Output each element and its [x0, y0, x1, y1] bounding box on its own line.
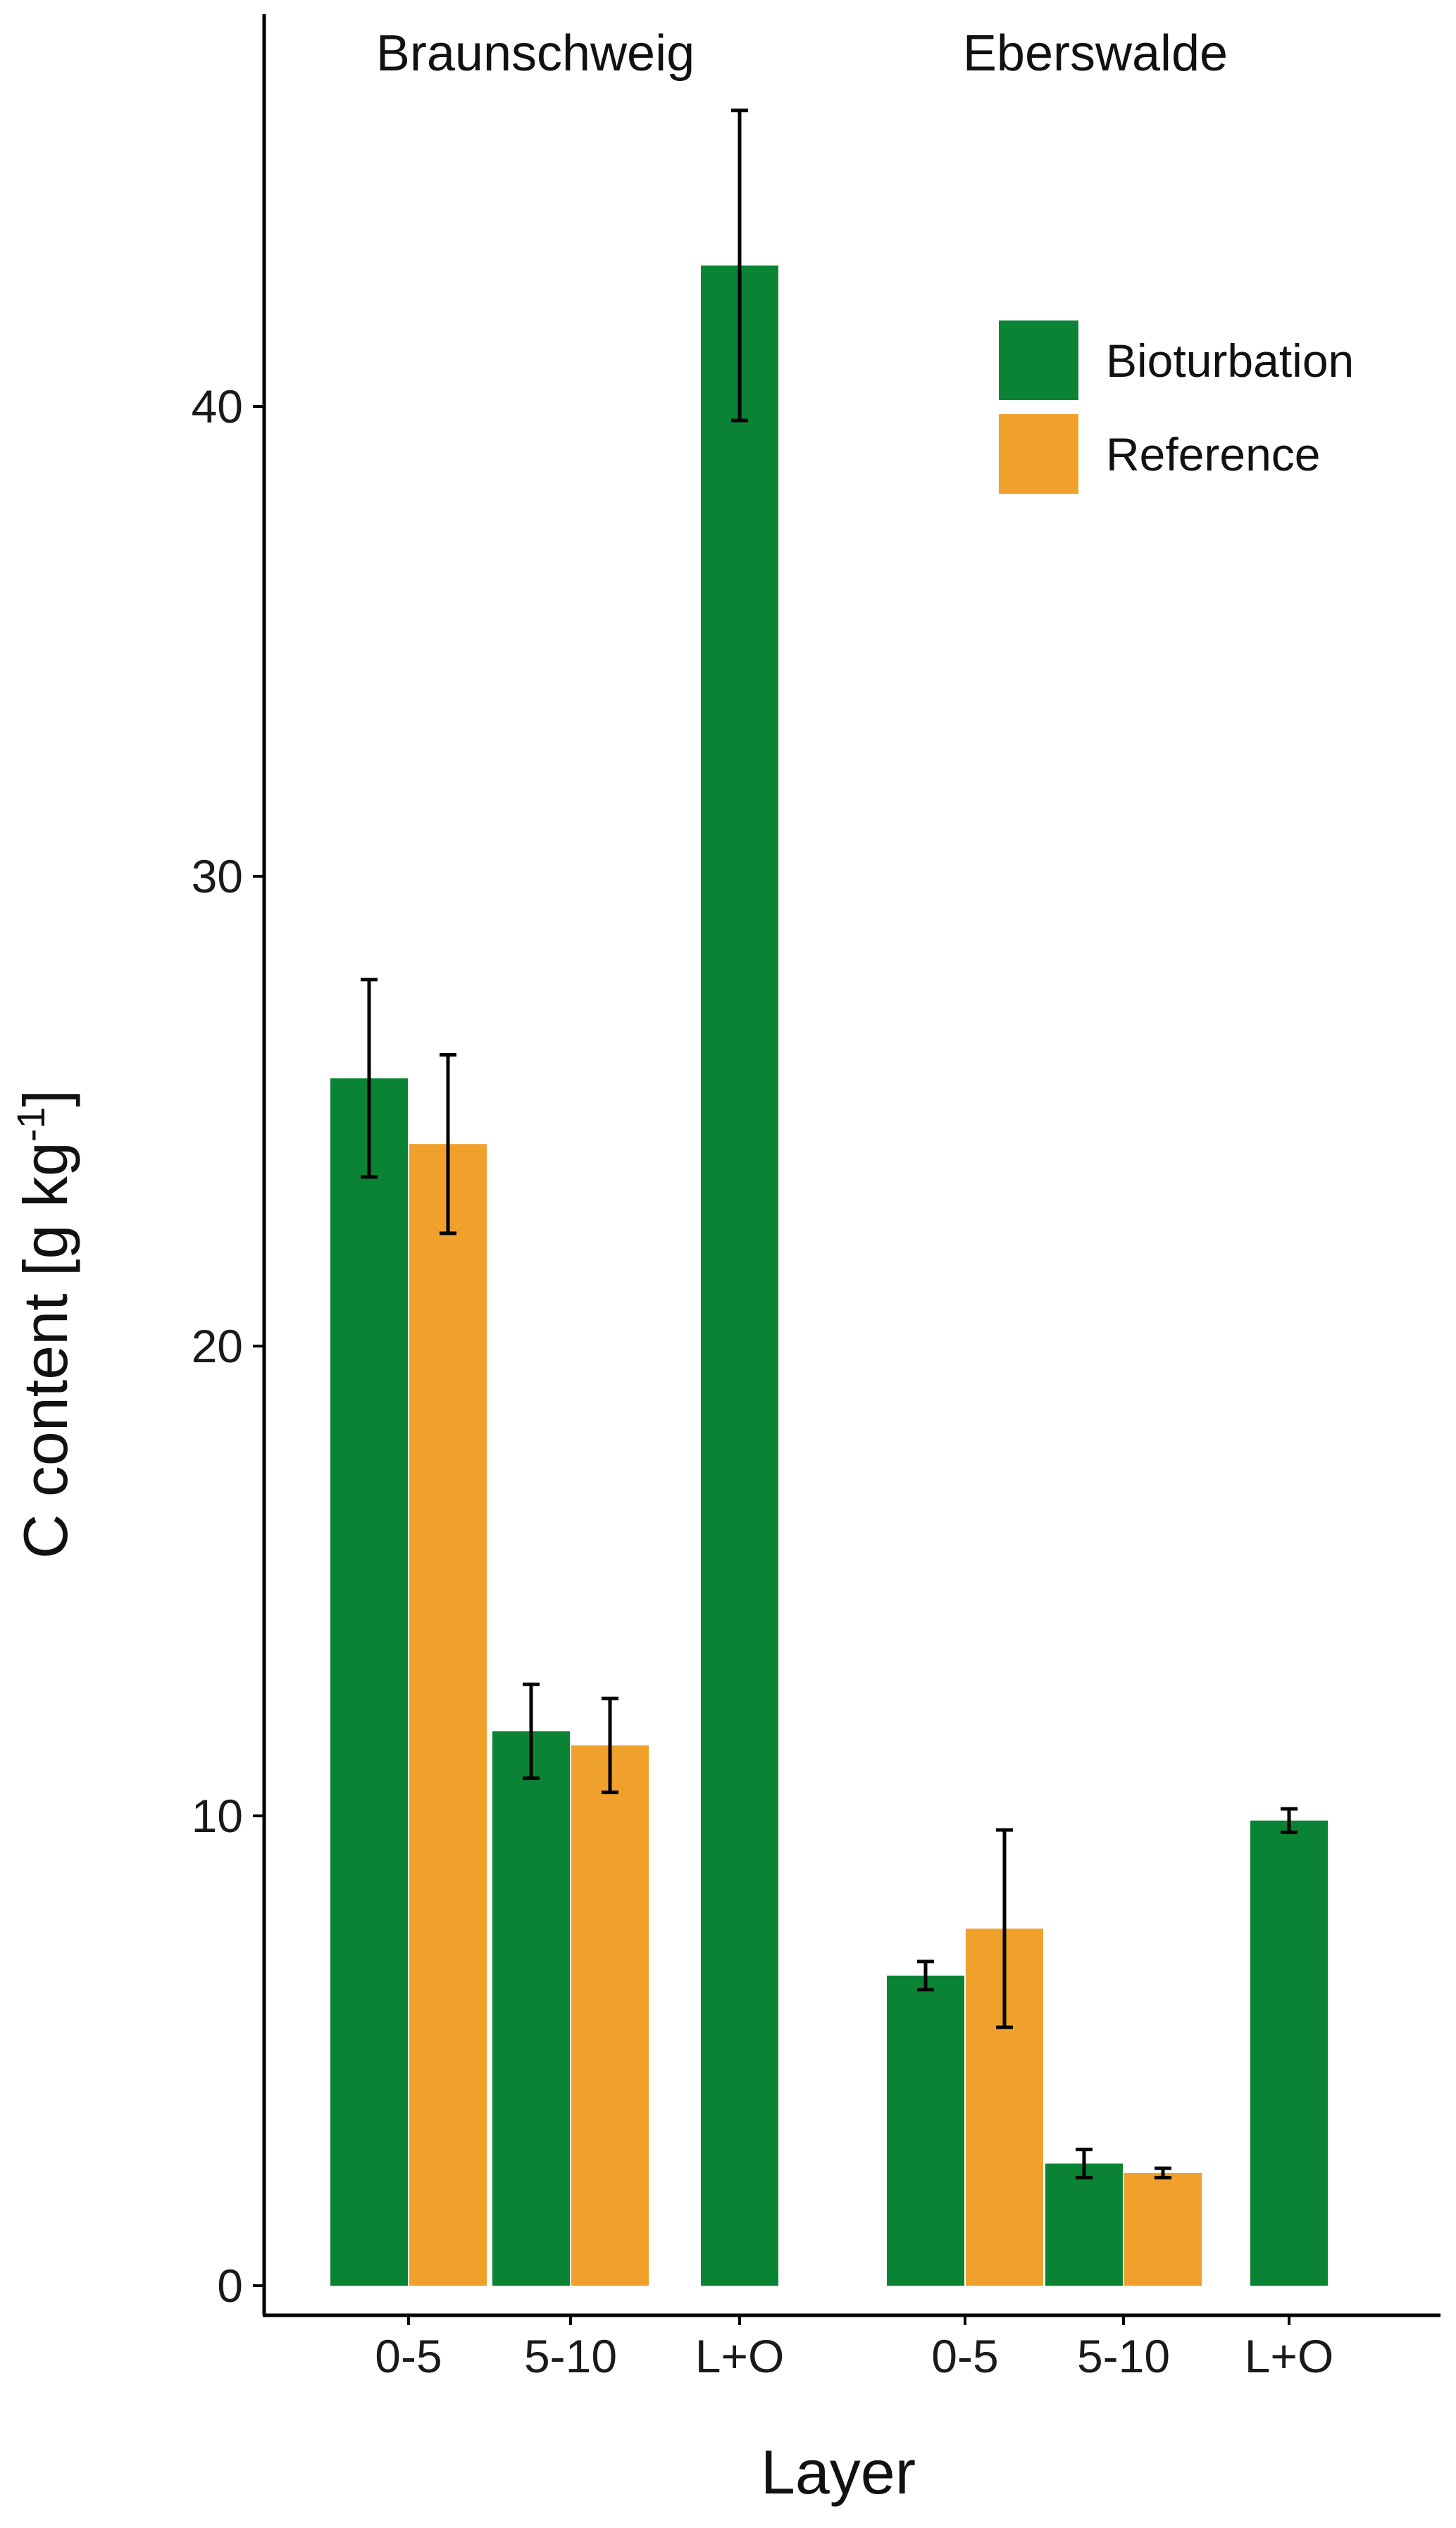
errorbar-reference-braunschweig-5-10: [602, 1696, 618, 1795]
x-tick-label-braunschweig-5-10: 5-10: [524, 2330, 617, 2382]
x-axis-title: Layer: [761, 2437, 916, 2507]
y-tick-label-40: 40: [192, 380, 243, 432]
labels: 0-5 5-10 L+O 0-5 5-10 L+O 0 10 20 30 40 Braunschwei…: [8, 25, 1333, 2507]
bar-bioturbation-braunschweig-5-10: [492, 1731, 570, 2286]
site-label-braunschweig: Braunschweig: [376, 25, 695, 82]
y-axis-title: C content [g kg-1]: [8, 1090, 80, 1559]
legend-label-reference: Reference: [1106, 428, 1321, 480]
errorbar-reference-braunschweig-0-5: [440, 1052, 456, 1235]
legend-label-bioturbation: Bioturbation: [1106, 335, 1354, 387]
legend: Bioturbation Reference: [999, 320, 1354, 494]
errorbar-reference-eberswalde-5-10: [1155, 2166, 1171, 2180]
y-tick-label-10: 10: [192, 1790, 243, 1842]
bar-reference-eberswalde-5-10: [1124, 2172, 1202, 2286]
errorbar-bioturbation-eberswalde-0-5: [917, 1960, 934, 1992]
x-tick-label-eberswalde-L+O: L+O: [1245, 2330, 1334, 2382]
errorbar-bioturbation-eberswalde-5-10: [1076, 2148, 1093, 2180]
legend-item-bioturbation: Bioturbation: [999, 320, 1354, 400]
errorbar-bioturbation-braunschweig-L+O: [731, 108, 748, 423]
errorbar-bioturbation-braunschweig-5-10: [523, 1682, 540, 1781]
site-label-eberswalde: Eberswalde: [963, 25, 1228, 82]
bar-bioturbation-braunschweig-L+O: [701, 265, 778, 2286]
plot-area: [330, 108, 1328, 2286]
y-tick-label-20: 20: [192, 1320, 243, 1372]
x-tick-label-braunschweig-L+O: L+O: [695, 2330, 785, 2382]
errorbar-bioturbation-eberswalde-L+O: [1281, 1807, 1298, 1834]
legend-item-reference: Reference: [999, 414, 1321, 494]
bar-bioturbation-eberswalde-L+O: [1250, 1820, 1328, 2286]
errorbar-bioturbation-braunschweig-0-5: [361, 978, 378, 1179]
bar-reference-braunschweig-5-10: [571, 1745, 649, 2286]
legend-swatch-bioturbation: [999, 320, 1078, 400]
x-tick-label-braunschweig-0-5: 0-5: [375, 2330, 442, 2382]
bar-bioturbation-eberswalde-0-5: [887, 1975, 964, 2286]
legend-swatch-reference: [999, 414, 1078, 494]
y-tick-label-30: 30: [192, 850, 243, 902]
bar-reference-braunschweig-0-5: [409, 1144, 487, 2286]
errorbar-reference-eberswalde-0-5: [996, 1828, 1013, 2029]
bar-bioturbation-eberswalde-5-10: [1045, 2163, 1123, 2286]
bar-bioturbation-braunschweig-0-5: [330, 1078, 408, 2286]
x-tick-label-eberswalde-0-5: 0-5: [931, 2330, 998, 2382]
axes: [253, 14, 1441, 2325]
x-tick-label-eberswalde-5-10: 5-10: [1077, 2330, 1170, 2382]
y-tick-label-0: 0: [217, 2260, 243, 2312]
